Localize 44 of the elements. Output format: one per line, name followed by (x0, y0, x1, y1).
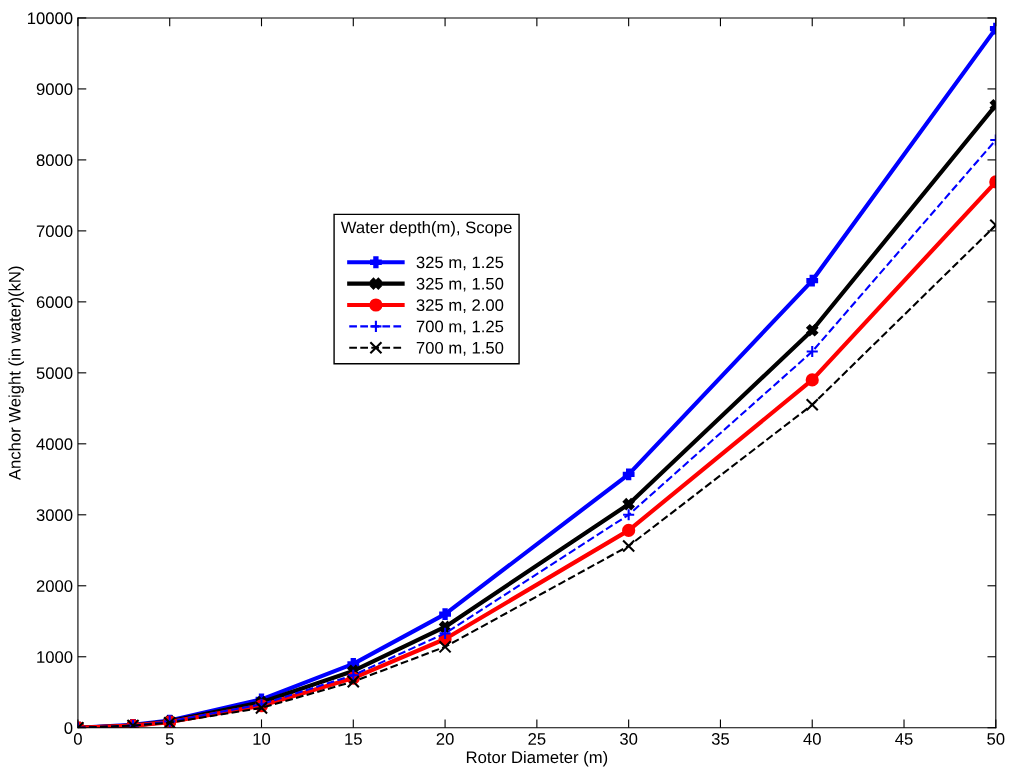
x-tick-label: 45 (895, 733, 913, 745)
x-tick-label: 10 (253, 733, 271, 745)
x-tick-label: 40 (803, 733, 821, 745)
x-tick-label: 0 (73, 733, 82, 745)
legend-label: 325 m, 1.50 (416, 277, 504, 292)
legend-label: 700 m, 1.25 (416, 320, 504, 335)
point (622, 498, 635, 511)
y-tick-label: 8000 (36, 154, 73, 167)
point (622, 468, 635, 481)
x-tick-label: 30 (620, 733, 638, 745)
point (439, 608, 451, 621)
legend-label: 325 m, 1.25 (416, 256, 504, 271)
point (346, 675, 360, 689)
legend-label: 325 m, 2.00 (416, 299, 504, 313)
y-tick-label: 10000 (27, 12, 73, 25)
point (805, 398, 819, 412)
x-axis-title: Rotor Diameter (m) (466, 750, 608, 767)
y-tick-label: 3000 (36, 509, 73, 521)
point (805, 344, 819, 359)
point (622, 508, 636, 522)
x-tick-label: 50 (987, 733, 1005, 745)
point (806, 324, 819, 337)
y-tick-label: 9000 (36, 83, 73, 96)
point (805, 373, 819, 387)
x-tick-label: 15 (345, 733, 362, 745)
y-tick-label: 6000 (36, 296, 73, 309)
legend-label: 700 m, 1.50 (416, 341, 504, 356)
y-tick-label: 2000 (36, 580, 73, 592)
point (438, 640, 452, 654)
point (806, 274, 819, 287)
point (622, 523, 636, 538)
y-tick-label: 7000 (36, 225, 73, 238)
x-tick-label: 25 (528, 733, 546, 745)
y-tick-label: 5000 (36, 367, 73, 380)
point (438, 626, 452, 640)
y-tick-label: 4000 (36, 438, 73, 451)
y-tick-label: 0 (64, 722, 73, 734)
x-tick-label: 5 (165, 733, 174, 745)
x-tick-label: 35 (711, 733, 730, 745)
x-tick-label: 20 (436, 733, 454, 745)
y-axis-title: Anchor Weight (in water)(kN) (8, 266, 24, 481)
legend-title: Water depth(m), Scope (340, 221, 512, 237)
y-tick-label: 1000 (37, 651, 73, 663)
point (622, 539, 636, 553)
